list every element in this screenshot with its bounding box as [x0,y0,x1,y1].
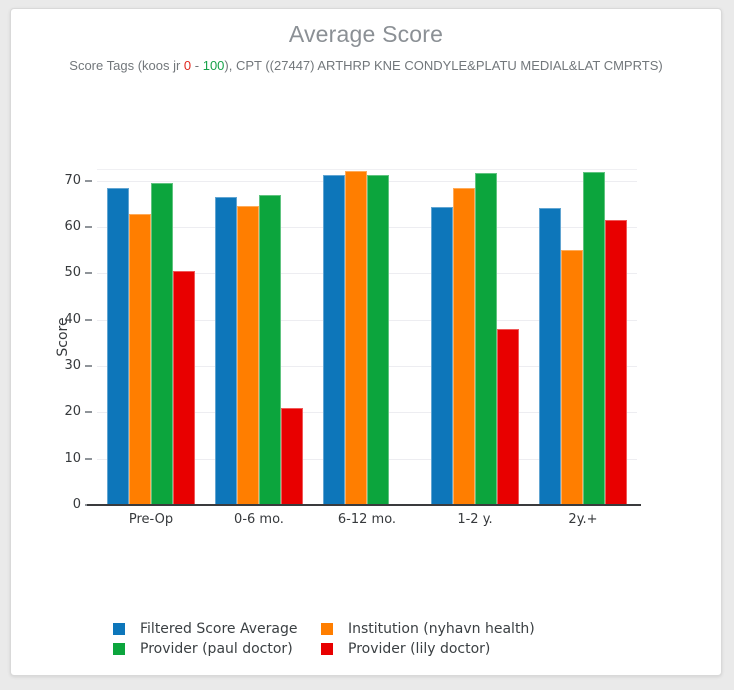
y-tick-label: 60 [64,218,81,234]
bar-institution-nyhavn-health[interactable] [561,250,583,505]
x-tick-label: 2y.+ [568,512,598,527]
x-tick-label: Pre-Op [128,512,174,527]
x-tick-label: 1-2 y. [457,512,493,527]
x-tick-label: 0-6 mo. [234,512,284,527]
bar-provider-lily-doctor[interactable] [605,220,627,505]
x-tick-label: 6-12 mo. [337,512,397,527]
y-tick-mark [85,457,92,460]
chart-subtitle: Score Tags (koos jr 0 - 100), CPT ((2744… [11,58,721,73]
subtitle-suffix: ), CPT ((27447) ARTHRP KNE CONDYLE&PLATU… [224,58,663,73]
y-tick-mark [85,179,92,182]
legend-item-provider-paul-doctor[interactable]: Provider (paul doctor) [113,640,321,658]
legend-label: Filtered Score Average [140,621,298,637]
legend-item-institution-nyhavn-health[interactable]: Institution (nyhavn health) [321,620,535,638]
y-tick-mark [85,411,92,414]
y-tick-label: 20 [64,404,81,420]
y-tick-mark [85,225,92,228]
y-tick-label: 0 [72,497,81,512]
subtitle-range-min: 0 [183,58,192,73]
y-tick-label: 50 [64,265,81,281]
legend-swatch [321,623,333,635]
y-tick-mark [85,318,92,321]
y-tick-label: 70 [64,172,81,188]
bar-filtered-score-average[interactable] [431,207,453,505]
y-tick-label: 40 [64,311,81,327]
bar-filtered-score-average[interactable] [539,207,561,505]
bar-filtered-score-average[interactable] [107,187,129,505]
bar-provider-paul-doctor[interactable] [475,172,497,505]
y-tick-label: 30 [64,357,81,373]
bar-filtered-score-average[interactable] [323,174,345,505]
legend-swatch [113,623,125,635]
legend-swatch [113,643,125,655]
bar-provider-lily-doctor[interactable] [173,270,195,505]
bar-provider-lily-doctor[interactable] [281,407,303,505]
legend-item-provider-lily-doctor[interactable]: Provider (lily doctor) [321,640,535,658]
legend-item-filtered-score-average[interactable]: Filtered Score Average [113,620,321,638]
gridline [97,169,637,170]
y-tick-mark [85,272,92,275]
plot-area: Score 0 10 20 30 40 50 60 70 Pre-Op 0-6 mo. 6-12 m… [11,9,723,677]
bar-institution-nyhavn-health[interactable] [345,171,367,505]
legend-label: Provider (lily doctor) [348,641,491,657]
legend-label: Institution (nyhavn health) [348,621,535,637]
legend-label: Provider (paul doctor) [140,641,293,657]
bar-filtered-score-average[interactable] [215,196,237,505]
subtitle-range-sep: - [191,58,203,73]
bar-institution-nyhavn-health[interactable] [453,188,475,505]
y-tick-mark [85,364,92,367]
bar-provider-paul-doctor[interactable] [151,182,173,505]
bar-provider-paul-doctor[interactable] [367,174,389,505]
y-tick-label: 10 [64,450,81,466]
legend: Filtered Score Average Institution (nyhav… [113,620,535,658]
bar-institution-nyhavn-health[interactable] [237,205,259,505]
bar-provider-lily-doctor[interactable] [497,329,519,505]
chart-card: Average Score Score Tags (koos jr 0 - 10… [10,8,722,676]
chart-title: Average Score [288,21,444,47]
subtitle-range-max: 100 [202,58,225,73]
bar-institution-nyhavn-health[interactable] [129,213,151,505]
x-axis-line [87,504,641,506]
legend-swatch [321,643,333,655]
subtitle-prefix: Score Tags (koos jr [69,58,184,73]
bar-provider-paul-doctor[interactable] [259,195,281,505]
bar-provider-paul-doctor[interactable] [583,171,605,505]
